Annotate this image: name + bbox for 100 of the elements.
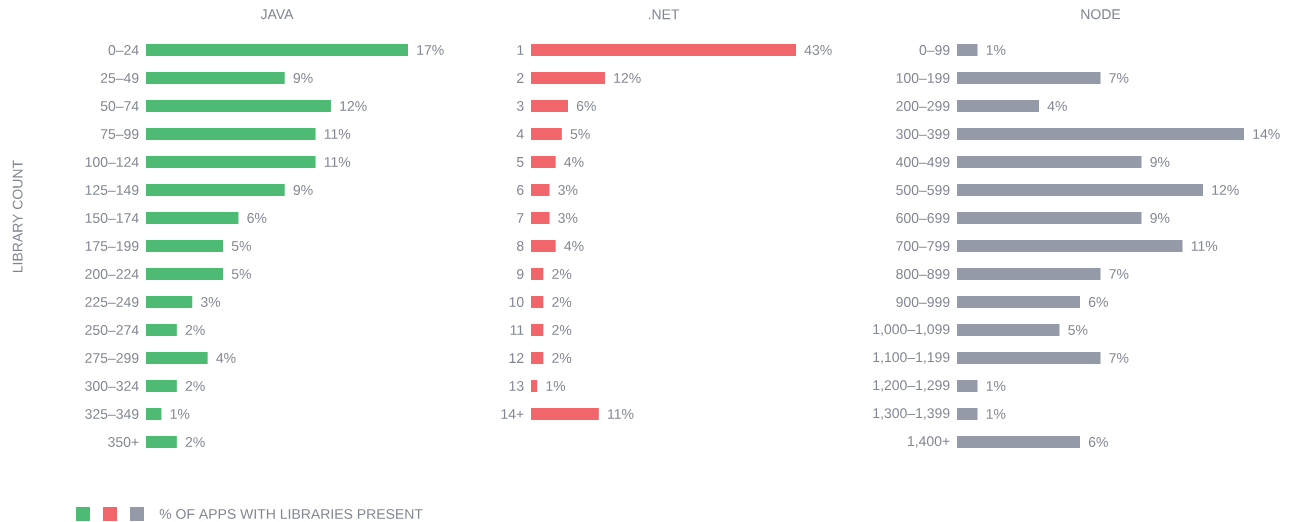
bar: [531, 268, 544, 280]
y-tick-label: 7: [517, 213, 524, 223]
y-tick-label: 275–299: [85, 353, 139, 363]
y-tick-label: 100–199: [896, 73, 950, 83]
y-tick-label: 8: [516, 241, 524, 251]
data-label: 11%: [324, 129, 351, 139]
y-tick-label: 4: [516, 129, 524, 139]
y-tick-label: 50–74: [100, 101, 139, 111]
bar: [957, 128, 1245, 140]
y-tick-label: 175–199: [85, 241, 139, 251]
y-tick-label: 300–399: [896, 129, 950, 139]
bar: [957, 184, 1204, 196]
data-label: 1%: [986, 409, 1006, 419]
bar: [957, 296, 1081, 308]
data-label: 2%: [185, 381, 205, 391]
bar: [957, 100, 1040, 112]
bar: [146, 212, 239, 224]
bar: [957, 240, 1183, 252]
data-label: 43%: [804, 45, 832, 55]
data-label: 2%: [185, 437, 205, 447]
data-label: 2%: [552, 297, 572, 307]
bar: [531, 72, 605, 84]
data-label: 1%: [986, 381, 1006, 391]
y-tick-label: 1,200–1,299: [873, 380, 950, 392]
y-tick-label: 75–99: [100, 129, 139, 139]
bar: [957, 212, 1142, 224]
y-tick-label: 5: [516, 157, 524, 167]
bar: [957, 268, 1101, 280]
bar: [531, 156, 556, 168]
data-label: 1%: [546, 381, 566, 391]
bar: [146, 408, 162, 420]
bar: [531, 408, 599, 420]
bar: [957, 436, 1081, 448]
bar: [146, 296, 193, 308]
y-tick-label: 300–324: [85, 381, 139, 391]
y-axis-title: LIBRARY COUNT: [12, 160, 23, 273]
data-label: 4%: [564, 157, 584, 167]
bar: [531, 324, 544, 336]
y-tick-label: 0–99: [919, 45, 950, 55]
data-label: 6%: [576, 101, 596, 111]
data-label: 11%: [1191, 241, 1218, 251]
chart-title: JAVA: [260, 9, 294, 20]
y-tick-label: 200–224: [85, 269, 139, 279]
bar: [531, 184, 550, 196]
data-label: 4%: [564, 241, 584, 251]
bar: [146, 436, 177, 448]
text: % OF APPS WITH LIBRARIES PRESENT: [159, 509, 423, 519]
data-label: 9%: [1150, 213, 1170, 223]
data-label: 9%: [293, 73, 313, 83]
data-label: 6%: [247, 213, 267, 223]
bar: [957, 44, 978, 56]
y-tick-label: 150–174: [85, 213, 139, 223]
y-tick-label: 225–249: [85, 297, 139, 307]
data-label: 5%: [231, 241, 251, 251]
bar: [531, 240, 556, 252]
y-tick-label: 0–24: [108, 45, 139, 55]
data-label: 9%: [1150, 157, 1170, 167]
y-tick-label: 700–799: [896, 241, 950, 251]
y-tick-label: 200–299: [896, 101, 950, 111]
chart-title: NODE: [1081, 9, 1121, 20]
y-tick-label: 1,300–1,399: [873, 408, 950, 420]
y-tick-label: 250–274: [85, 325, 139, 335]
data-label: 5%: [231, 269, 251, 279]
bar: [957, 156, 1142, 168]
data-label: 5%: [570, 129, 590, 139]
data-label: 1%: [986, 45, 1006, 55]
data-label: 11%: [324, 157, 351, 167]
data-label: 2%: [552, 325, 572, 335]
bar: [957, 72, 1101, 84]
data-label: 4%: [216, 353, 236, 363]
y-tick-label: 6: [517, 185, 524, 195]
y-tick-label: 1: [517, 45, 524, 55]
bar: [531, 100, 568, 112]
data-label: 5%: [1068, 325, 1088, 335]
bar: [146, 240, 224, 252]
y-tick-label: 600–699: [896, 213, 950, 223]
bar: [146, 44, 408, 56]
y-tick-label: 325–349: [85, 409, 139, 419]
data-label: 2%: [185, 325, 205, 335]
data-label: 17%: [417, 45, 444, 55]
y-tick-label: 14+: [501, 409, 524, 419]
data-label: 6%: [1088, 437, 1108, 447]
y-tick-label: 800–899: [896, 269, 950, 279]
data-label: 7%: [1109, 269, 1129, 279]
bar: [146, 268, 224, 280]
bar: [146, 156, 316, 168]
data-label: 12%: [1212, 185, 1239, 195]
chart-title: .NET: [648, 9, 680, 20]
bar: [531, 212, 550, 224]
y-tick-label: 13: [509, 381, 524, 391]
y-tick-label: 10: [509, 297, 524, 307]
data-label: 3%: [200, 297, 221, 307]
bar: [146, 72, 285, 84]
bar: [146, 184, 285, 196]
y-tick-label: 900–999: [896, 297, 950, 307]
data-label: 2%: [552, 269, 572, 279]
y-tick-label: 1,000–1,099: [873, 324, 950, 336]
data-label: 3%: [558, 185, 578, 195]
data-label: 4%: [1047, 101, 1067, 111]
bar: [957, 408, 978, 420]
